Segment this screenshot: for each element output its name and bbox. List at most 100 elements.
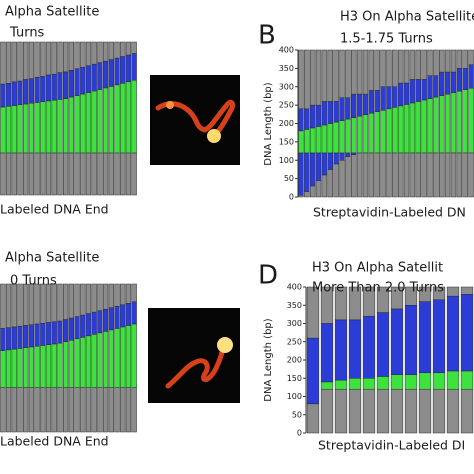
bar-segment bbox=[376, 376, 390, 390]
bar-segment bbox=[368, 112, 375, 154]
bar-segment bbox=[68, 387, 75, 433]
bar-segment bbox=[390, 308, 404, 375]
bar-segment bbox=[131, 283, 137, 303]
bar-segment bbox=[85, 65, 92, 93]
bar-segment bbox=[390, 286, 404, 310]
bar-segment bbox=[444, 71, 451, 95]
bar-segment bbox=[62, 98, 69, 154]
bar-segment bbox=[439, 49, 445, 73]
bar-segment bbox=[62, 319, 69, 342]
bar-segment bbox=[62, 71, 69, 99]
x-axis-label: Labeled DNA End bbox=[0, 434, 109, 449]
bar-segment bbox=[131, 387, 137, 433]
bar-segment bbox=[11, 152, 17, 196]
bar-segment bbox=[376, 388, 390, 434]
bar-segment bbox=[392, 152, 398, 198]
bar-segment bbox=[23, 103, 29, 154]
bar-segment bbox=[418, 372, 432, 390]
bar-segment bbox=[362, 315, 376, 379]
bar-segment bbox=[432, 372, 446, 390]
bar-segment bbox=[102, 41, 109, 62]
bar-segment bbox=[45, 100, 52, 154]
bar-segment bbox=[62, 341, 69, 388]
bar-segment bbox=[11, 81, 17, 106]
bar-segment bbox=[17, 80, 23, 105]
bar-segment bbox=[446, 286, 460, 297]
bar-segment bbox=[397, 82, 404, 107]
bar-segment bbox=[40, 387, 46, 433]
bar-segment bbox=[114, 387, 120, 433]
bar-segment bbox=[97, 89, 103, 154]
bar-segment bbox=[85, 283, 92, 314]
bar-segment bbox=[120, 326, 126, 388]
bar-segment bbox=[376, 312, 390, 377]
bead bbox=[207, 129, 221, 143]
bar-segment bbox=[304, 191, 310, 198]
bar-segment bbox=[74, 95, 80, 154]
y-tick-label: 300 bbox=[287, 319, 302, 328]
bar-segment bbox=[345, 118, 351, 154]
bar-segment bbox=[306, 337, 320, 405]
y-tick-label: 200 bbox=[279, 119, 294, 128]
bar-segment bbox=[380, 152, 386, 198]
bar-segment bbox=[421, 99, 427, 154]
bar-segment bbox=[348, 378, 362, 390]
y-tick-label: 350 bbox=[279, 64, 294, 73]
bar-segment bbox=[403, 104, 410, 154]
bar-segment bbox=[468, 64, 474, 89]
bar-segment bbox=[120, 83, 126, 154]
bar-segment bbox=[120, 387, 126, 433]
bar-segment bbox=[339, 49, 345, 99]
y-tick-label: 200 bbox=[287, 356, 302, 365]
bar-segment bbox=[321, 49, 328, 102]
bar-segment bbox=[380, 86, 386, 111]
bar-segment bbox=[80, 41, 86, 68]
bar-segment bbox=[390, 388, 404, 434]
bar-segment bbox=[333, 101, 339, 123]
bar-segment bbox=[62, 152, 69, 196]
bar-segment bbox=[17, 325, 23, 349]
bar-segment bbox=[74, 283, 80, 317]
bar-segment bbox=[404, 286, 418, 306]
bar-segment bbox=[23, 41, 29, 80]
y-tick-label: 50 bbox=[284, 174, 294, 183]
bar-segment bbox=[432, 388, 446, 434]
bar-segment bbox=[415, 49, 421, 80]
bar-segment bbox=[450, 92, 457, 154]
bar-segment bbox=[57, 152, 63, 196]
bar-segment bbox=[114, 57, 120, 86]
bar-segment bbox=[309, 104, 316, 129]
bar-segment bbox=[450, 71, 457, 93]
bar-segment bbox=[368, 90, 375, 114]
bar-segment bbox=[91, 63, 97, 92]
bar-segment bbox=[62, 41, 69, 73]
y-tick-label: 0 bbox=[289, 193, 294, 202]
bar-segment bbox=[298, 108, 304, 132]
bar-segment bbox=[433, 49, 439, 76]
bar-segment bbox=[34, 76, 40, 103]
bar-segment bbox=[0, 41, 6, 85]
bar-segment bbox=[315, 152, 322, 181]
bar-segment bbox=[0, 106, 6, 154]
bar-segment bbox=[51, 41, 57, 75]
y-axis-label: DNA Length (bp) bbox=[263, 82, 274, 165]
bar-segment bbox=[334, 319, 348, 381]
bar-segment bbox=[386, 86, 392, 110]
bar-segment bbox=[404, 305, 418, 375]
bar-segment bbox=[409, 79, 416, 104]
bar-segment bbox=[397, 105, 404, 154]
bar-segment bbox=[333, 152, 339, 165]
bar-segment bbox=[23, 325, 29, 348]
bar-segment bbox=[0, 83, 6, 108]
bar-segment bbox=[28, 387, 35, 433]
bar-segment bbox=[97, 152, 103, 196]
bar-segment bbox=[348, 319, 362, 379]
bar-segment bbox=[85, 41, 92, 66]
bar-segment bbox=[40, 283, 46, 324]
bar-segment bbox=[74, 41, 80, 70]
bar-segment bbox=[327, 123, 333, 154]
bar-segment bbox=[57, 72, 63, 100]
bar-segment bbox=[51, 387, 57, 433]
bar-segment bbox=[102, 87, 109, 154]
bar-segment bbox=[62, 283, 69, 320]
